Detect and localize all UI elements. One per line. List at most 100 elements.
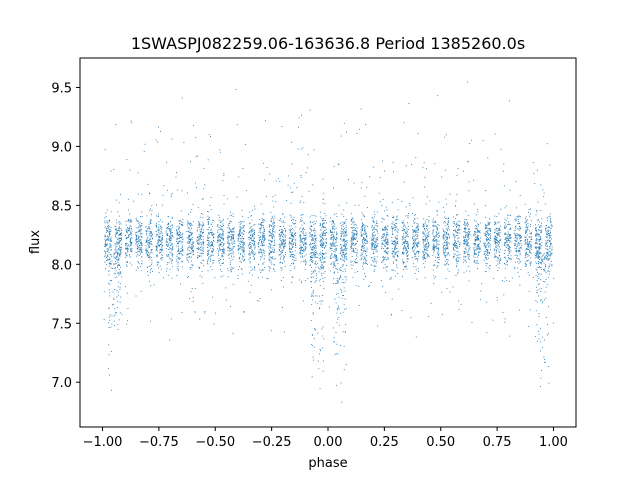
data-point <box>294 220 296 222</box>
data-point <box>518 243 520 245</box>
data-point <box>159 244 161 245</box>
data-point <box>258 242 259 243</box>
data-point <box>186 253 188 255</box>
data-point <box>282 262 284 264</box>
data-point <box>524 255 526 257</box>
data-point <box>353 250 355 252</box>
data-point <box>374 248 376 250</box>
data-point <box>305 243 307 245</box>
data-point <box>374 231 375 233</box>
data-point <box>239 226 241 228</box>
data-point <box>207 218 209 220</box>
data-point <box>187 247 189 249</box>
data-point <box>268 249 270 251</box>
data-point <box>280 261 282 263</box>
data-point <box>200 246 201 248</box>
data-point <box>416 242 418 244</box>
data-point <box>186 230 188 232</box>
data-point <box>443 238 445 240</box>
data-point <box>254 252 256 254</box>
data-point <box>197 252 199 254</box>
data-point <box>227 241 229 243</box>
data-point <box>504 218 506 220</box>
data-point <box>485 257 487 259</box>
data-point <box>414 273 416 275</box>
data-point <box>157 240 159 242</box>
data-point <box>292 222 294 224</box>
data-point <box>270 234 272 236</box>
data-point <box>448 252 449 254</box>
data-point <box>435 239 437 241</box>
data-point <box>125 230 127 232</box>
data-point <box>171 244 173 245</box>
data-point <box>259 239 260 241</box>
data-point <box>222 229 224 230</box>
data-point <box>232 247 234 249</box>
data-point <box>180 250 181 252</box>
data-point <box>305 263 307 265</box>
data-point <box>473 235 475 237</box>
data-point <box>284 216 286 218</box>
data-point <box>115 230 117 232</box>
data-point <box>155 225 157 227</box>
data-point <box>249 234 251 236</box>
data-point <box>518 249 520 251</box>
data-point <box>284 261 286 262</box>
data-point <box>385 252 387 254</box>
data-point <box>437 251 439 253</box>
data-point <box>422 236 424 238</box>
data-point <box>508 233 509 235</box>
data-point <box>517 251 519 253</box>
data-point <box>305 244 307 246</box>
data-point <box>364 230 366 232</box>
data-point <box>345 219 347 220</box>
data-point <box>155 245 157 247</box>
data-point <box>136 220 138 222</box>
data-point <box>457 232 459 234</box>
data-point <box>128 230 130 232</box>
data-point <box>408 248 409 249</box>
data-point <box>331 234 333 236</box>
data-point <box>383 256 385 258</box>
data-point <box>325 245 327 247</box>
data-point <box>528 241 530 243</box>
data-point <box>170 258 172 260</box>
data-point <box>271 230 273 231</box>
data-point <box>395 219 397 221</box>
data-point <box>269 259 271 261</box>
data-point <box>437 229 439 231</box>
data-point <box>107 235 109 237</box>
data-point <box>232 248 234 250</box>
data-point <box>397 255 398 257</box>
data-point <box>146 241 148 243</box>
data-point <box>321 237 323 239</box>
data-point <box>168 229 170 231</box>
data-point <box>361 258 363 260</box>
data-point <box>393 248 395 250</box>
data-point <box>192 242 194 244</box>
data-point <box>476 247 478 249</box>
data-point <box>529 248 531 250</box>
data-point <box>485 256 487 258</box>
data-point <box>529 251 531 253</box>
data-point <box>351 251 353 253</box>
data-point <box>497 232 499 234</box>
data-point <box>213 248 214 250</box>
data-point <box>127 244 129 246</box>
data-point <box>131 237 133 239</box>
data-point <box>210 228 212 230</box>
data-point <box>330 256 331 258</box>
data-point <box>271 263 273 265</box>
data-point <box>121 243 122 245</box>
data-point <box>242 225 244 227</box>
data-point <box>323 272 325 274</box>
data-point <box>177 231 179 233</box>
data-point <box>125 248 127 250</box>
data-point <box>147 254 148 256</box>
data-point <box>428 244 430 246</box>
data-point <box>198 239 200 241</box>
data-point <box>326 222 328 224</box>
data-point <box>464 228 466 230</box>
data-point <box>514 268 516 270</box>
data-point <box>370 263 372 265</box>
